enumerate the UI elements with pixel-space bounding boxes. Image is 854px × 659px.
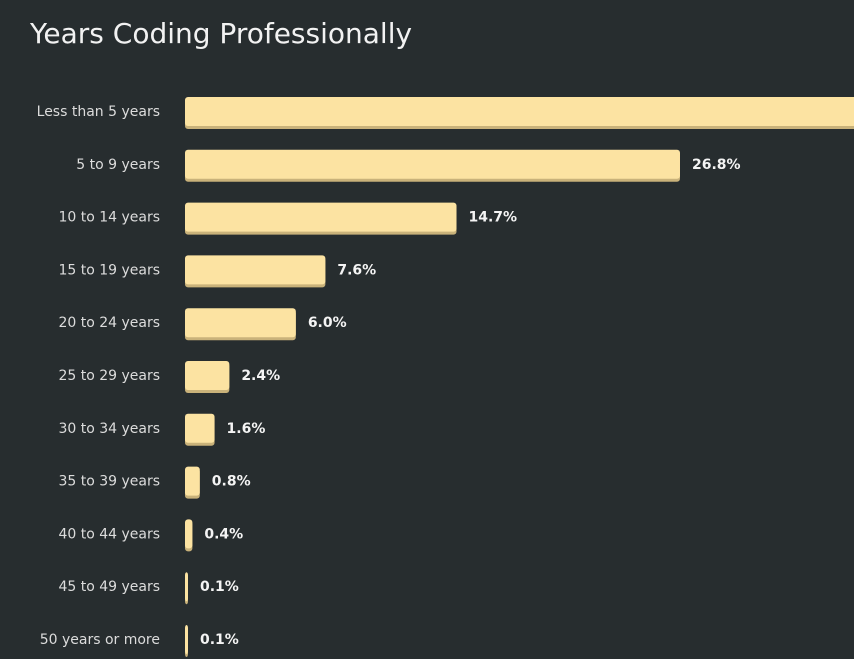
bar bbox=[185, 572, 188, 602]
category-label: 40 to 44 years bbox=[58, 526, 160, 542]
value-label: 6.0% bbox=[308, 315, 347, 331]
bar bbox=[185, 97, 854, 126]
bar bbox=[185, 519, 193, 549]
value-label: 7.6% bbox=[337, 262, 376, 278]
value-label: 26.8% bbox=[692, 157, 741, 173]
bar bbox=[185, 625, 188, 654]
category-label: 45 to 49 years bbox=[58, 579, 160, 595]
category-label: 20 to 24 years bbox=[58, 315, 160, 331]
category-label: 30 to 34 years bbox=[58, 421, 160, 437]
value-label: 14.7% bbox=[469, 210, 518, 226]
value-label: 0.8% bbox=[212, 474, 251, 490]
category-label: 50 years or more bbox=[40, 632, 160, 648]
chart-title: Years Coding Professionally bbox=[29, 17, 412, 50]
bar bbox=[185, 308, 296, 338]
bar bbox=[185, 202, 457, 232]
bar bbox=[185, 413, 215, 443]
category-label: 5 to 9 years bbox=[76, 157, 160, 173]
category-label: Less than 5 years bbox=[37, 104, 160, 120]
bar bbox=[185, 255, 326, 285]
bar bbox=[185, 466, 200, 496]
bar bbox=[185, 149, 680, 179]
value-label: 1.6% bbox=[227, 421, 266, 437]
value-label: 0.1% bbox=[200, 579, 239, 595]
value-label: 0.4% bbox=[204, 526, 243, 542]
bar bbox=[185, 361, 230, 390]
value-label: 0.1% bbox=[200, 632, 239, 648]
value-label: 2.4% bbox=[241, 368, 280, 384]
category-label: 10 to 14 years bbox=[58, 210, 160, 226]
category-label: 25 to 29 years bbox=[58, 368, 160, 384]
category-label: 15 to 19 years bbox=[58, 262, 160, 278]
category-label: 35 to 39 years bbox=[58, 474, 160, 490]
